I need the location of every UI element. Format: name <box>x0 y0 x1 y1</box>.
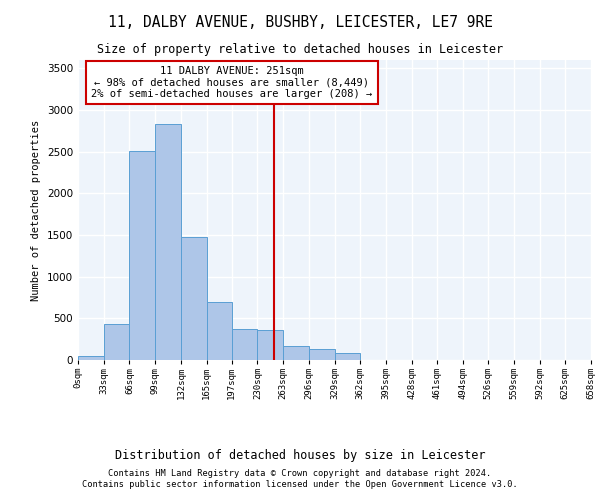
Bar <box>232 329 257 360</box>
Text: Distribution of detached houses by size in Leicester: Distribution of detached houses by size … <box>115 450 485 462</box>
Bar <box>78 356 104 360</box>
Bar <box>181 236 206 360</box>
Bar <box>309 349 335 360</box>
Y-axis label: Number of detached properties: Number of detached properties <box>31 120 41 300</box>
Text: Contains HM Land Registry data © Crown copyright and database right 2024.: Contains HM Land Registry data © Crown c… <box>109 468 491 477</box>
Text: 11, DALBY AVENUE, BUSHBY, LEICESTER, LE7 9RE: 11, DALBY AVENUE, BUSHBY, LEICESTER, LE7… <box>107 15 493 30</box>
Text: 11 DALBY AVENUE: 251sqm
← 98% of detached houses are smaller (8,449)
2% of semi-: 11 DALBY AVENUE: 251sqm ← 98% of detache… <box>91 66 373 99</box>
Bar <box>155 124 181 360</box>
Text: Size of property relative to detached houses in Leicester: Size of property relative to detached ho… <box>97 42 503 56</box>
Bar <box>130 151 155 360</box>
Bar <box>206 302 232 360</box>
Bar <box>335 354 360 360</box>
Bar <box>283 346 309 360</box>
Bar <box>104 324 130 360</box>
Bar <box>257 330 283 360</box>
Text: Contains public sector information licensed under the Open Government Licence v3: Contains public sector information licen… <box>82 480 518 489</box>
